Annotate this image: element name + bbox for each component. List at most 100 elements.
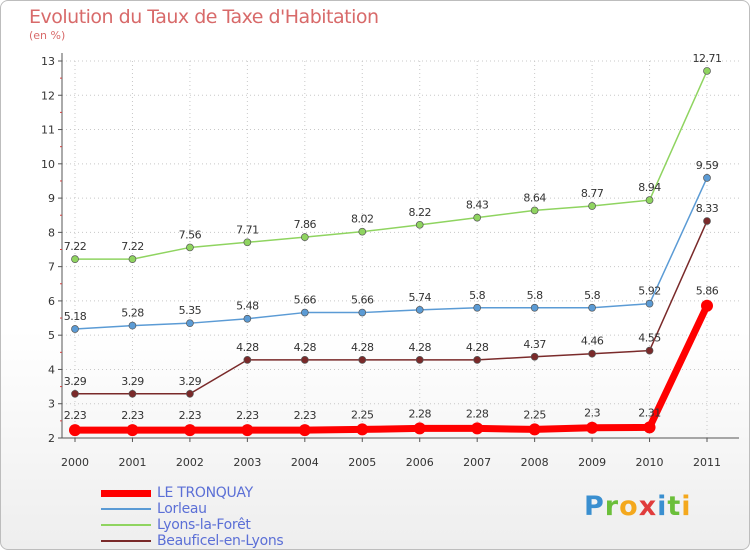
series-line-le-tronquay bbox=[75, 304, 711, 434]
data-label: 8.33 bbox=[696, 202, 719, 215]
data-point bbox=[243, 238, 252, 247]
data-label: 5.74 bbox=[408, 291, 431, 304]
y-tick-label: 3 bbox=[48, 398, 55, 411]
data-point bbox=[415, 356, 424, 364]
brand-letter: x bbox=[638, 491, 658, 522]
y-tick-label: 12 bbox=[41, 89, 55, 102]
data-label: 12.71 bbox=[693, 52, 722, 65]
data-point bbox=[701, 299, 713, 312]
data-label: 4.28 bbox=[236, 341, 259, 354]
data-label: 3.29 bbox=[121, 375, 144, 388]
data-point bbox=[703, 67, 711, 75]
data-label: 5.66 bbox=[351, 294, 374, 307]
data-label: 8.77 bbox=[581, 187, 604, 200]
x-tick-label: 2000 bbox=[61, 456, 89, 469]
data-label: 7.71 bbox=[236, 223, 259, 236]
data-label: 4.28 bbox=[466, 341, 489, 354]
data-point bbox=[415, 220, 424, 229]
data-label: 2.23 bbox=[64, 409, 87, 422]
data-point bbox=[530, 206, 539, 215]
data-label: 8.22 bbox=[408, 206, 431, 219]
legend-item: Lorleau bbox=[101, 501, 283, 517]
data-point bbox=[530, 352, 539, 361]
data-point bbox=[703, 217, 711, 225]
brand-letter: i bbox=[657, 491, 668, 522]
data-point bbox=[241, 424, 254, 437]
legend-swatch bbox=[101, 508, 151, 510]
data-point bbox=[356, 423, 369, 436]
data-point bbox=[298, 424, 311, 437]
data-point bbox=[588, 349, 596, 358]
brand-letter: t bbox=[667, 491, 682, 522]
data-label: 7.56 bbox=[179, 228, 202, 241]
series-line-beauficel-en-lyons bbox=[75, 220, 708, 395]
data-label: 2.28 bbox=[408, 407, 431, 420]
data-label: 5.35 bbox=[179, 304, 202, 317]
data-label: 4.37 bbox=[523, 338, 546, 351]
data-label: 8.43 bbox=[466, 199, 489, 212]
legend-item: LE TRONQUAY bbox=[101, 485, 283, 501]
data-point bbox=[128, 321, 137, 330]
legend: LE TRONQUAY Lorleau Lyons-la-Forêt Beaufice… bbox=[101, 485, 284, 549]
data-label: 4.28 bbox=[294, 341, 317, 354]
data-point bbox=[128, 255, 137, 263]
data-point bbox=[186, 243, 194, 252]
data-label: 2.23 bbox=[179, 409, 202, 422]
legend-label: Lyons-la-Forêt bbox=[157, 517, 251, 533]
x-tick-label: 2008 bbox=[521, 456, 549, 469]
data-label: 8.94 bbox=[638, 181, 661, 194]
legend-swatch bbox=[101, 489, 151, 497]
legend-label: Beauficel-en-Lyons bbox=[157, 533, 284, 549]
data-point bbox=[530, 303, 539, 312]
data-label: 5.66 bbox=[294, 294, 317, 307]
y-tick-label: 11 bbox=[41, 124, 55, 137]
data-label: 4.28 bbox=[351, 341, 374, 354]
legend-item: Lyons-la-Forêt bbox=[101, 517, 283, 533]
y-tick-label: 13 bbox=[41, 55, 55, 68]
brand-letter: r bbox=[604, 491, 620, 522]
legend-label: LE TRONQUAY bbox=[157, 485, 253, 501]
data-point bbox=[186, 319, 194, 328]
data-point bbox=[243, 314, 252, 323]
data-label: 2.25 bbox=[351, 408, 374, 421]
data-label: 8.02 bbox=[351, 213, 374, 226]
data-point bbox=[588, 202, 596, 210]
y-tick-label: 4 bbox=[48, 363, 55, 376]
y-tick-label: 5 bbox=[48, 329, 55, 342]
x-tick-label: 2006 bbox=[406, 456, 434, 469]
data-label: 5.8 bbox=[527, 289, 543, 302]
data-label: 3.29 bbox=[179, 375, 202, 388]
data-label: 5.8 bbox=[584, 289, 600, 302]
data-point bbox=[473, 356, 482, 364]
data-point bbox=[645, 196, 654, 204]
data-point bbox=[71, 389, 79, 398]
data-label: 2.23 bbox=[236, 409, 259, 422]
data-point bbox=[128, 389, 137, 398]
legend-label: Lorleau bbox=[157, 501, 207, 517]
y-tick-label: 2 bbox=[48, 432, 55, 445]
brand-letter: o bbox=[619, 491, 639, 522]
legend-swatch bbox=[101, 540, 151, 542]
series-line-lyons-la-for-t bbox=[75, 70, 708, 260]
x-tick-label: 2002 bbox=[176, 456, 204, 469]
data-point bbox=[358, 227, 367, 236]
brand-logo: Proxiti bbox=[584, 491, 692, 522]
data-point bbox=[183, 424, 196, 437]
x-tick-label: 2003 bbox=[233, 456, 261, 469]
data-point bbox=[645, 299, 654, 308]
data-label: 5.48 bbox=[236, 300, 259, 313]
data-point bbox=[243, 356, 252, 364]
data-point bbox=[69, 424, 81, 437]
data-label: 7.22 bbox=[121, 240, 144, 253]
series-line-lorleau bbox=[74, 177, 708, 330]
data-label: 2.3 bbox=[584, 407, 600, 420]
legend-item: Beauficel-en-Lyons bbox=[101, 533, 284, 549]
x-tick-label: 2011 bbox=[693, 456, 721, 469]
chart-title: Evolution du Taux de Taxe d'Habitation bbox=[29, 6, 379, 28]
data-point bbox=[643, 421, 656, 434]
legend-swatch bbox=[101, 524, 151, 526]
x-tick-label: 2010 bbox=[636, 456, 664, 469]
data-point bbox=[703, 174, 711, 182]
